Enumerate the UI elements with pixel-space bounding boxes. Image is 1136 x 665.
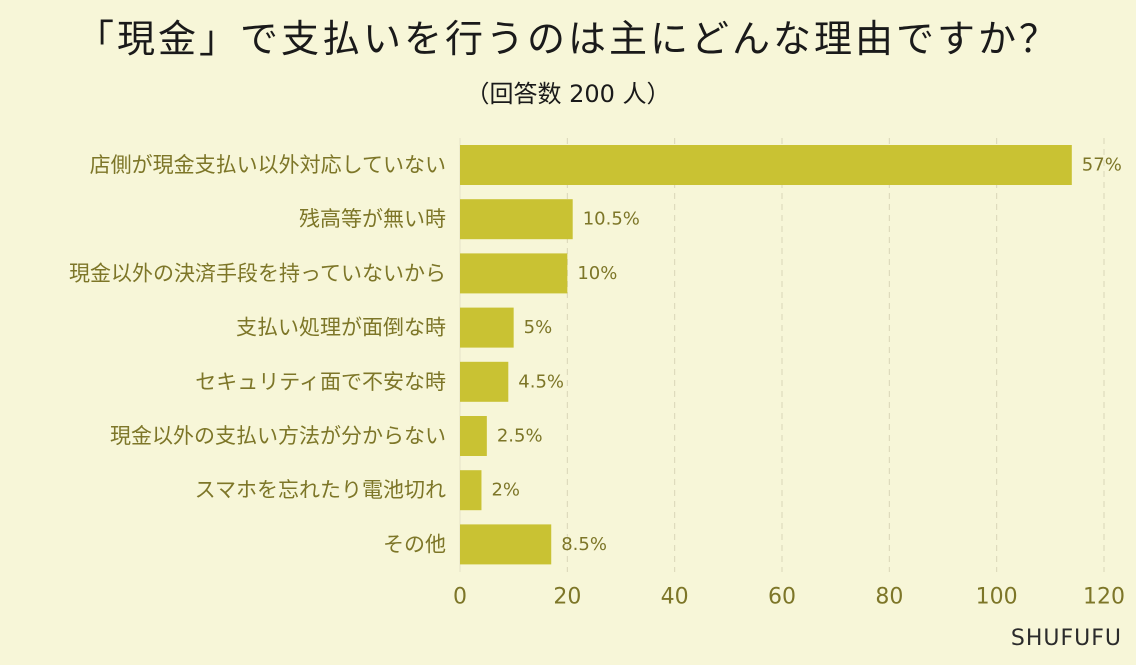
data-label: 57% [1082,155,1122,176]
data-label: 5% [524,317,553,338]
x-tick-label: 0 [453,585,467,610]
x-tick-label: 100 [976,585,1018,610]
category-label: 支払い処理が面倒な時 [236,316,446,340]
data-label: 2.5% [497,426,543,447]
bar [460,145,1072,185]
data-label: 10% [577,263,617,284]
x-tick-label: 120 [1083,585,1125,610]
category-label: 店側が現金支払い以外対応していない [90,153,446,177]
x-tick-label: 40 [661,585,689,610]
bar [460,470,482,511]
category-label: セキュリティ面で不安な時 [195,370,446,394]
x-tick-label: 60 [768,585,796,610]
category-label: 現金以外の決済手段を持っていないから [69,261,446,285]
category-label: スマホを忘れたり電池切れ [195,478,446,502]
x-tick-label: 20 [553,585,581,610]
data-label: 10.5% [583,209,640,230]
data-label: 2% [491,480,520,501]
bar [460,524,552,565]
bar [460,416,487,456]
bar [460,361,509,402]
category-label: 残高等が無い時 [299,207,446,231]
bar [460,253,568,294]
bar [460,199,573,240]
category-label: その他 [383,532,446,556]
bar [460,307,514,348]
category-label: 現金以外の支払い方法が分からない [110,424,446,448]
chart-subtitle: （回答数 200 人） [465,80,671,108]
watermark: SHUFUFU [1010,626,1122,651]
data-label: 8.5% [561,534,607,555]
data-label: 4.5% [518,371,564,392]
chart-title: 「現金」で支払いを行うのは主にどんな理由ですか？ [75,17,1060,61]
x-tick-label: 80 [875,585,903,610]
